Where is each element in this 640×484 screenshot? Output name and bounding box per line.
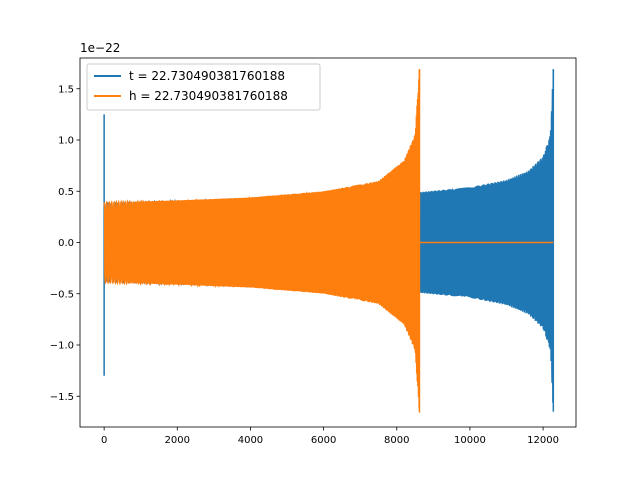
- series-line-2: [103, 69, 421, 409]
- y-tick-label: 1.0: [58, 136, 74, 147]
- y-tick-label: −1.0: [50, 341, 74, 352]
- y-tick-label: −0.5: [50, 289, 74, 300]
- x-tick-label: 8000: [384, 435, 409, 446]
- y-tick-label: −1.5: [50, 392, 74, 403]
- x-tick-label: 6000: [311, 435, 336, 446]
- legend-box: [86, 63, 321, 111]
- x-tick-label: 4000: [238, 435, 263, 446]
- x-axis: 0 2000 4000 6000 8000 10000 12000: [101, 427, 559, 446]
- legend-label-1: t = 22.730490381760188: [129, 69, 285, 83]
- y-tick-label: 1.5: [58, 84, 74, 95]
- x-tick-label: 0: [101, 435, 107, 446]
- legend: t = 22.730490381760188 h = 22.73049038176…: [86, 63, 321, 111]
- x-tick-label: 2000: [165, 435, 190, 446]
- x-tick-label: 12000: [527, 435, 559, 446]
- y-offset-label: 1e−22: [80, 41, 120, 55]
- legend-label-2: h = 22.730490381760188: [129, 89, 288, 103]
- x-tick-label: 10000: [454, 435, 486, 446]
- series-layer: [103, 69, 555, 413]
- y-tick-label: 0.0: [58, 238, 74, 249]
- y-tick-label: 0.5: [58, 187, 74, 198]
- y-axis: −1.5 −1.0 −0.5 0.0 0.5 1.0 1.5: [50, 84, 80, 403]
